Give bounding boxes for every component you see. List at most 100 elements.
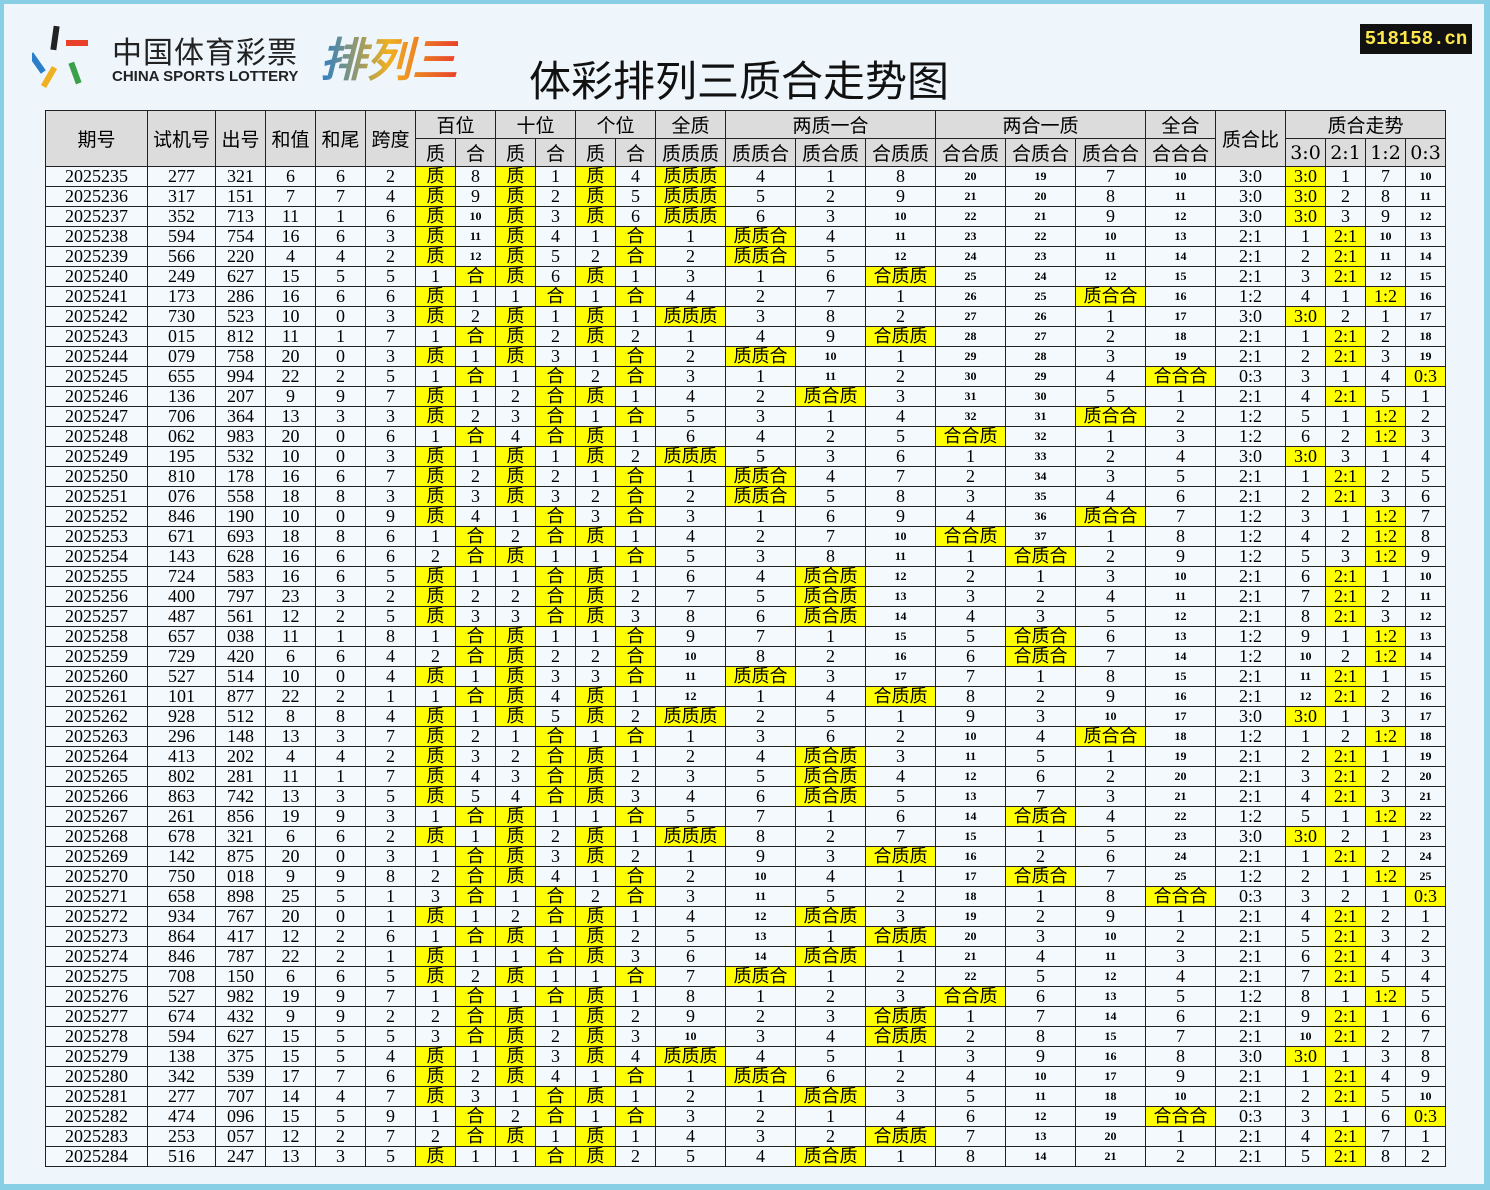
data-cell: 10 [865, 526, 936, 547]
data-cell: 1 [865, 1146, 936, 1167]
data-cell: 20 [265, 346, 316, 367]
data-cell: 1 [415, 926, 456, 947]
data-cell: 5 [365, 606, 416, 627]
data-cell: 8 [1285, 986, 1326, 1007]
data-cell: 10 [1075, 226, 1146, 247]
data-cell: 220 [215, 246, 266, 267]
data-cell: 3 [1365, 606, 1406, 627]
data-cell: 1 [1005, 566, 1076, 587]
data-cell: 质 [495, 1006, 536, 1027]
data-cell: 3 [365, 346, 416, 367]
data-cell: 1 [365, 946, 416, 967]
data-cell: 1 [535, 1006, 576, 1027]
data-cell: 合 [455, 426, 496, 447]
table-row: 2025258 657 038 11 1 8 1 合质 1 1 合 9 7 1 15 5 合质合 6 13 1:2 9 1… [45, 626, 1446, 647]
data-cell: 8 [655, 986, 726, 1007]
data-cell: 4 [795, 866, 866, 887]
data-cell: 3 [795, 206, 866, 227]
data-cell: 4 [725, 746, 796, 767]
data-cell: 6 [365, 206, 416, 227]
data-cell: 8 [1405, 526, 1446, 547]
data-cell: 质质质 [655, 446, 726, 467]
ratio-cell: 2:1 [1215, 786, 1286, 807]
data-cell: 1 [455, 946, 496, 967]
issue-cell: 2025283 [45, 1126, 148, 1147]
subheader-cell: 质合合 [1075, 138, 1146, 167]
data-cell: 2 [655, 1086, 726, 1107]
table-row: 2025257 487 561 12 2 5 质 3 3 合质 3 8 6 质合质 14 4 3 5 12 2:1 8 2… [45, 606, 1446, 627]
data-cell: 1 [415, 626, 456, 647]
data-cell: 8 [315, 526, 366, 547]
data-cell: 5 [365, 566, 416, 587]
data-cell: 2 [615, 926, 656, 947]
data-cell: 合 [615, 406, 656, 427]
data-cell: 5 [655, 926, 726, 947]
data-cell: 261 [147, 806, 216, 827]
data-cell: 8 [1285, 606, 1326, 627]
data-cell: 6 [1005, 986, 1076, 1007]
data-cell: 合 [535, 1106, 576, 1127]
data-cell: 3 [1405, 946, 1446, 967]
data-cell: 2 [615, 326, 656, 347]
data-cell: 846 [147, 946, 216, 967]
data-cell: 7 [1075, 866, 1146, 887]
data-cell: 317 [147, 186, 216, 207]
table-row: 2025269 142 875 20 0 3 1 合质 3 质 2 1 9 3 合质质 16 2 6 24 2:1 1 2… [45, 846, 1446, 867]
data-cell: 3 [495, 406, 536, 427]
data-cell: 2 [1325, 306, 1366, 327]
data-cell: 4 [725, 1146, 796, 1167]
data-cell: 2 [495, 586, 536, 607]
data-cell: 10 [1145, 166, 1216, 187]
data-cell: 质 [415, 466, 456, 487]
data-cell: 5 [315, 1046, 366, 1067]
table-body: 2025235 277 321 6 6 2 质 8 质 1 质 4 质质质 4 1 8 20 19 7 10 3:0 3:… [45, 166, 1446, 1167]
site-badge[interactable]: 518158.cn [1360, 24, 1472, 54]
data-cell: 4 [365, 186, 416, 207]
data-cell: 合质质 [865, 1026, 936, 1047]
data-cell: 9 [1005, 1046, 1076, 1067]
table-row: 2025283 253 057 12 2 7 2 合质 1 质 1 4 3 2 合质质 7 13 20 1 2:1 4 2… [45, 1126, 1446, 1147]
data-cell: 1 [615, 686, 656, 707]
ratio-cell: 2:1 [1215, 1066, 1286, 1087]
data-cell: 合 [535, 566, 576, 587]
data-cell: 2 [725, 1106, 796, 1127]
data-cell: 1 [1145, 386, 1216, 407]
data-cell: 247 [215, 1146, 266, 1167]
data-cell: 6 [615, 206, 656, 227]
data-cell: 062 [147, 426, 216, 447]
data-cell: 9 [1285, 1006, 1326, 1027]
data-cell: 2 [615, 706, 656, 727]
data-cell: 质 [495, 546, 536, 567]
ratio-cell: 1:2 [1215, 726, 1286, 747]
data-cell: 24 [1405, 846, 1446, 867]
data-cell: 0:3 [1405, 886, 1446, 907]
data-cell: 1 [535, 626, 576, 647]
data-cell: 5 [1365, 386, 1406, 407]
data-cell: 1 [495, 366, 536, 387]
data-cell: 1 [795, 966, 866, 987]
ratio-cell: 2:1 [1215, 1006, 1286, 1027]
data-cell: 6 [315, 826, 366, 847]
data-cell: 合质质 [865, 326, 936, 347]
issue-cell: 2025261 [45, 686, 148, 707]
data-cell: 合合合 [1145, 366, 1216, 387]
data-cell: 1:2 [1365, 806, 1406, 827]
data-cell: 3 [615, 946, 656, 967]
data-cell: 3 [575, 506, 616, 527]
data-cell: 合合质 [935, 426, 1006, 447]
data-cell: 10 [265, 306, 316, 327]
data-cell: 质 [575, 826, 616, 847]
data-cell: 质 [495, 166, 536, 187]
issue-cell: 2025248 [45, 426, 148, 447]
data-cell: 17 [1405, 706, 1446, 727]
data-cell: 质 [575, 906, 616, 927]
data-cell: 9 [725, 846, 796, 867]
ratio-cell: 0:3 [1215, 366, 1286, 387]
data-cell: 6 [795, 726, 866, 747]
data-cell: 2 [535, 1026, 576, 1047]
data-cell: 12 [1365, 266, 1406, 287]
data-cell: 2 [1075, 326, 1146, 347]
data-cell: 合 [535, 946, 576, 967]
data-cell: 671 [147, 526, 216, 547]
data-cell: 1:2 [1365, 646, 1406, 667]
